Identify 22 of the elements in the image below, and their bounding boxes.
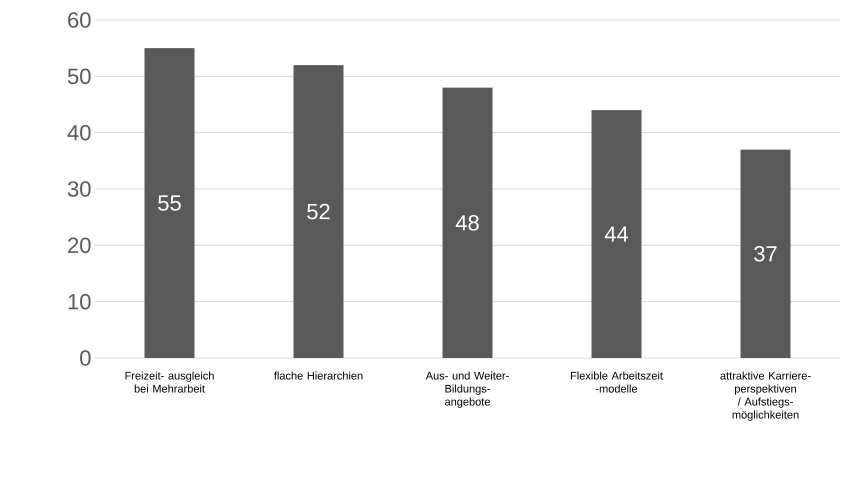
y-tick-label: 60: [68, 12, 91, 28]
bar: [442, 88, 493, 358]
x-tick-label: Aus- und Weiter- Bildungs- angebote: [426, 372, 509, 408]
y-tick-label: 30: [68, 181, 91, 197]
y-tick-label: 10: [68, 294, 91, 310]
y-tick-label: 40: [68, 124, 91, 140]
y-tick-label: 20: [68, 238, 91, 254]
bar: [740, 150, 791, 358]
bar: [294, 65, 344, 358]
data-label: 37: [754, 246, 777, 262]
bar: [144, 48, 194, 358]
y-tick-label: 0: [80, 350, 91, 366]
data-label: 55: [158, 195, 181, 211]
bar: [592, 110, 642, 358]
data-label: 44: [604, 226, 628, 242]
x-tick-label: Freizeit- ausgleich bei Mehrarbeit: [125, 372, 214, 393]
x-tick-label: flache Hierarchien: [274, 372, 362, 380]
x-tick-label: Flexible Arbeitszeit -modelle: [570, 372, 663, 393]
data-label: 52: [307, 204, 330, 220]
y-tick-label: 50: [68, 68, 91, 84]
x-tick-label: attraktive Karriere- perspektiven / Aufstiegs- möglichkeiten: [720, 372, 811, 421]
data-label: 48: [456, 215, 479, 231]
